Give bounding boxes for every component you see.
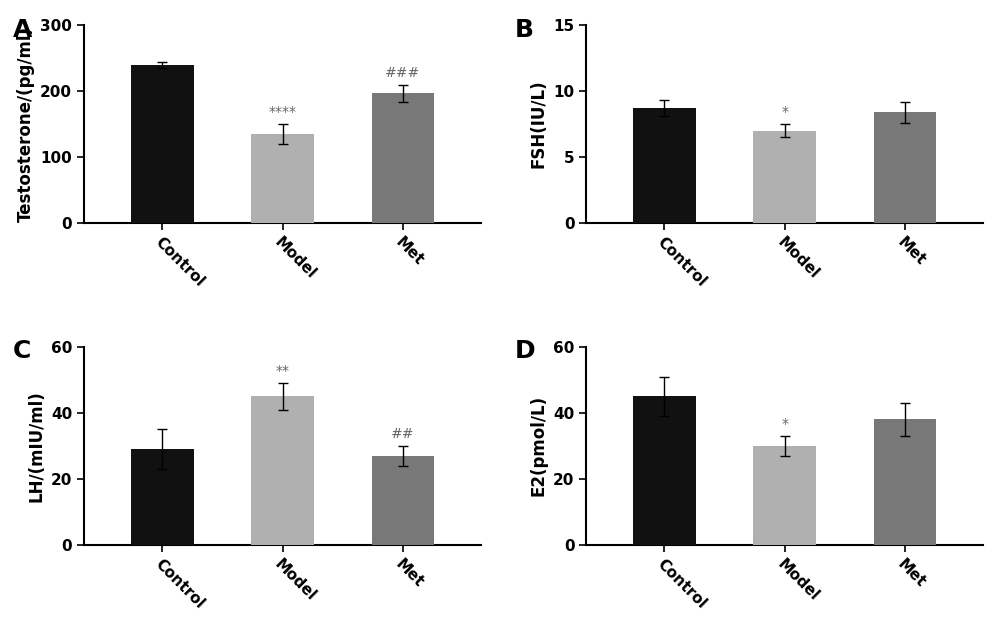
- Bar: [874, 420, 936, 544]
- Text: ##: ##: [391, 427, 415, 441]
- Y-axis label: E2(pmol/L): E2(pmol/L): [529, 395, 547, 496]
- Text: A: A: [13, 18, 32, 41]
- Bar: [372, 93, 434, 223]
- Bar: [753, 131, 816, 223]
- Y-axis label: FSH(IU/L): FSH(IU/L): [530, 80, 548, 168]
- Text: D: D: [515, 339, 535, 363]
- Y-axis label: LH/(mIU/ml): LH/(mIU/ml): [27, 390, 45, 502]
- Text: *: *: [781, 106, 788, 119]
- Text: ****: ****: [269, 106, 297, 119]
- Bar: [251, 134, 314, 223]
- Bar: [131, 65, 194, 223]
- Text: **: **: [276, 364, 290, 378]
- Bar: [874, 112, 936, 223]
- Y-axis label: Testosterone/(pg/ml): Testosterone/(pg/ml): [17, 26, 35, 222]
- Text: B: B: [515, 18, 534, 41]
- Bar: [131, 449, 194, 544]
- Text: *: *: [781, 417, 788, 431]
- Bar: [251, 396, 314, 544]
- Text: C: C: [13, 339, 31, 363]
- Bar: [753, 446, 816, 544]
- Text: ###: ###: [385, 66, 421, 80]
- Bar: [633, 109, 696, 223]
- Bar: [633, 396, 696, 544]
- Bar: [372, 456, 434, 544]
